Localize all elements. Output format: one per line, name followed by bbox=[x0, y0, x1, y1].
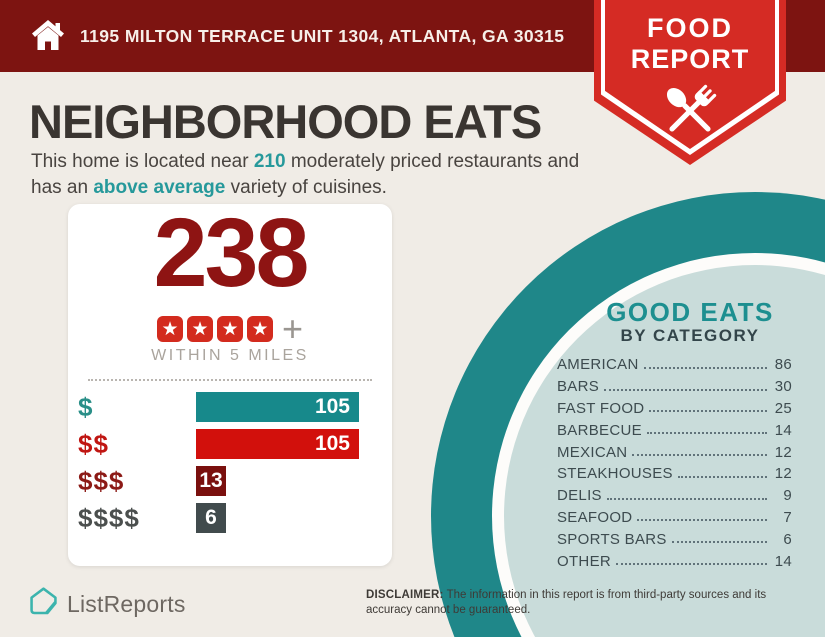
category-count: 14 bbox=[774, 552, 792, 570]
price-tier-bar-chart: $105 $$ 105 $$$ 13 $$$$ 6 bbox=[78, 392, 382, 533]
dotted-leader bbox=[671, 541, 767, 544]
total-restaurant-count: 238 bbox=[153, 198, 310, 307]
category-row: SPORTS BARS 6 bbox=[557, 528, 792, 550]
home-icon bbox=[28, 16, 68, 61]
restaurant-summary-card: 238 ★ ★ ★ ★ + WITHIN 5 MILES $105 $$ 105 $$$ 13 $… bbox=[68, 198, 392, 566]
category-label: AMERICAN bbox=[557, 356, 639, 374]
dotted-divider bbox=[88, 379, 372, 381]
listreports-logo: ListReports bbox=[29, 586, 186, 622]
page-title: NEIGHBORHOOD EATS bbox=[29, 95, 542, 148]
category-row: AMERICAN 86 bbox=[557, 354, 792, 376]
disclaimer: DISCLAIMER: The information in this repo… bbox=[366, 588, 794, 618]
variety-highlight: above average bbox=[93, 177, 226, 199]
price-tier-label: $ bbox=[78, 391, 94, 422]
price-tier-label: $$$ bbox=[78, 465, 125, 496]
category-row: BARS 30 bbox=[557, 376, 792, 398]
price-tier-row: $$ 105 bbox=[78, 429, 382, 459]
category-label: OTHER bbox=[557, 552, 611, 570]
good-eats-title: GOOD EATS bbox=[606, 297, 774, 327]
radius-label: WITHIN 5 MILES bbox=[151, 347, 309, 364]
category-row: MEXICAN 12 bbox=[557, 441, 792, 463]
category-count: 6 bbox=[783, 530, 792, 548]
category-count: 12 bbox=[774, 443, 792, 461]
category-count: 12 bbox=[774, 465, 792, 483]
category-count: 14 bbox=[774, 421, 792, 439]
price-tier-bar-track: 105 bbox=[196, 392, 382, 422]
price-tier-label: $$$$ bbox=[78, 502, 140, 533]
rating-star-icon: ★ bbox=[186, 316, 213, 342]
dotted-leader bbox=[604, 388, 767, 391]
category-row: OTHER 14 bbox=[557, 550, 792, 572]
price-tier-value: 6 bbox=[205, 506, 217, 529]
rating-star-icon: ★ bbox=[156, 316, 183, 342]
category-label: FAST FOOD bbox=[557, 399, 645, 417]
dotted-leader bbox=[677, 475, 767, 478]
category-count: 86 bbox=[774, 356, 792, 374]
dotted-leader bbox=[643, 366, 767, 369]
badge-title-line1: FOOD bbox=[647, 13, 733, 43]
disclaimer-text: The information in this report is from t… bbox=[366, 589, 767, 617]
category-label: BARS bbox=[557, 378, 600, 396]
category-count: 9 bbox=[783, 487, 792, 505]
price-tier-bar: 13 bbox=[196, 466, 226, 496]
dotted-leader bbox=[637, 519, 767, 522]
price-tier-label: $$ bbox=[78, 428, 109, 459]
price-tier-bar: 6 bbox=[196, 503, 226, 533]
food-report-badge: FOOD REPORT bbox=[594, 0, 786, 165]
category-row: DELIS 9 bbox=[557, 485, 792, 507]
page-subtitle: This home is located near 210 moderately… bbox=[31, 149, 606, 201]
category-label: STEAKHOUSES bbox=[557, 465, 673, 483]
badge-title-line2: REPORT bbox=[630, 44, 750, 74]
property-address: 1195 MILTON TERRACE UNIT 1304, ATLANTA, … bbox=[80, 25, 565, 46]
subtitle-text: moderately priced restaurants and has an bbox=[31, 151, 580, 199]
cuisine-category-list: AMERICAN 86 BARS 30 FAST FOOD 25 BARBECUE 14 MEX… bbox=[557, 354, 792, 572]
rating-star-icon: ★ bbox=[216, 316, 243, 342]
category-label: DELIS bbox=[557, 487, 602, 505]
category-row: BARBECUE 14 bbox=[557, 419, 792, 441]
dotted-leader bbox=[646, 432, 767, 435]
rating-star-icon: ★ bbox=[246, 316, 273, 342]
subtitle-text: This home is located near bbox=[31, 151, 254, 172]
restaurant-count: 210 bbox=[253, 151, 286, 172]
category-count: 25 bbox=[774, 399, 792, 417]
category-count: 30 bbox=[774, 378, 792, 396]
subtitle-text: variety of cuisines. bbox=[225, 177, 387, 199]
category-label: SEAFOOD bbox=[557, 508, 633, 526]
price-tier-bar-track: 105 bbox=[196, 429, 382, 459]
category-row: FAST FOOD 25 bbox=[557, 398, 792, 420]
good-eats-subtitle: BY CATEGORY bbox=[620, 326, 760, 345]
price-tier-value: 105 bbox=[314, 432, 350, 455]
price-tier-row: $$$ 13 bbox=[78, 466, 382, 496]
crossed-spoon-fork-icon bbox=[654, 74, 726, 151]
category-count: 7 bbox=[783, 508, 792, 526]
price-tier-row: $105 bbox=[78, 392, 382, 422]
category-label: SPORTS BARS bbox=[557, 530, 667, 548]
listreports-wordmark: ListReports bbox=[67, 590, 186, 617]
price-tier-bar: 105 bbox=[196, 429, 359, 459]
category-row: STEAKHOUSES 12 bbox=[557, 463, 792, 485]
rating-plus-sign: + bbox=[281, 308, 304, 349]
dotted-leader bbox=[649, 410, 767, 413]
price-tier-bar: 105 bbox=[196, 392, 359, 422]
dotted-leader bbox=[632, 454, 767, 457]
disclaimer-label: DISCLAIMER: bbox=[366, 589, 444, 601]
dotted-leader bbox=[616, 563, 767, 566]
category-label: MEXICAN bbox=[557, 443, 628, 461]
rating-stars-row: ★ ★ ★ ★ + bbox=[68, 308, 392, 349]
price-tier-bar-track: 13 bbox=[196, 466, 382, 496]
price-tier-bar-track: 6 bbox=[196, 503, 382, 533]
price-tier-value: 105 bbox=[314, 395, 350, 418]
category-row: SEAFOOD 7 bbox=[557, 507, 792, 529]
good-eats-circle bbox=[431, 192, 825, 637]
category-label: BARBECUE bbox=[557, 421, 642, 439]
price-tier-row: $$$$ 6 bbox=[78, 503, 382, 533]
price-tier-value: 13 bbox=[199, 469, 223, 492]
dotted-leader bbox=[606, 497, 767, 500]
listreports-house-icon bbox=[29, 586, 58, 622]
